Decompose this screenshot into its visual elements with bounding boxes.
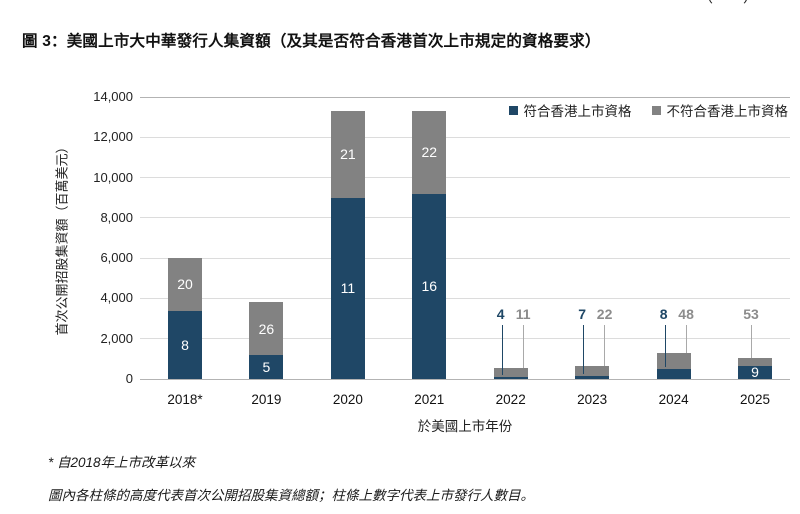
callout-count-label-qualified: 7 [578,306,586,322]
leader-line-not-qualified [751,325,752,358]
gridline [140,96,790,98]
bar-segment-not-qualified [249,302,284,355]
y-tick-label: 10,000 [93,169,133,185]
bar-count-label-not-qualified: 20 [177,276,193,293]
gridline [140,217,790,219]
x-tick-label: 2024 [658,392,689,407]
x-tick-label: 2022 [495,392,526,407]
callout-count-label-not-qualified: 53 [743,306,759,322]
gridline [140,177,790,179]
bar-segment-qualified [168,310,202,379]
bar-segment-not-qualified [330,111,365,198]
footnote-reform-note: * 自2018年上市改革以來 [48,455,196,470]
callout-count-label-not-qualified: 11 [515,306,531,322]
bar-segment-qualified [412,193,447,379]
bar-count-label-not-qualified: 26 [258,320,275,337]
gridline [140,136,790,138]
legend-label-qualified: 符合香港上市資格 [523,104,632,119]
y-axis-title: 首次公開招股集資額（百萬美元） [54,140,70,336]
bar-count-label-not-qualified: 21 [340,146,356,163]
leader-line-not-qualified [523,325,524,368]
bar-segment-qualified [249,354,284,379]
bar-segment-not-qualified [738,357,772,366]
x-tick-label: 2023 [577,392,608,407]
bar-segment-qualified [575,375,610,379]
callout-count-label-not-qualified: 22 [596,306,613,322]
legend-item-not-qualified: 不符合香港上市資格 [651,100,789,120]
legend-swatch-qualified [508,105,518,115]
y-tick-label: 2,000 [100,330,133,346]
bar-segment-qualified [656,368,691,379]
bar-segment-not-qualified [656,352,691,369]
leader-line-not-qualified [686,325,687,353]
y-tick-label: 14,000 [93,89,133,104]
leader-line-qualified [664,325,666,367]
bar-count-label-qualified: 5 [262,358,271,375]
bar-segment-qualified [493,376,528,379]
bar-segment-qualified [738,365,772,379]
callout-count-label-not-qualified: 48 [678,306,694,322]
y-tick-label: 0 [125,371,133,386]
bar-segment-not-qualified [168,258,202,311]
footnote-description: 圖內各柱條的高度代表首次公開招股集資總額；柱條上數字代表上市發行人數目。 [48,488,534,503]
leader-line-qualified [583,325,585,374]
x-tick-label: 2021 [414,392,445,407]
bar-segment-not-qualified [575,365,610,376]
legend-item-qualified: 符合香港上市資格 [508,100,632,120]
y-tick-label: 4,000 [100,290,133,306]
x-tick-label: 2019 [251,392,282,407]
bar-count-label-qualified: 8 [181,336,189,353]
x-tick-label: 2020 [332,392,363,407]
gridline [140,257,790,259]
x-tick-label: 2025 [739,392,771,407]
legend-swatch-not-qualified [651,105,661,115]
legend-label-not-qualified: 不符合香港上市資格 [666,104,789,119]
callout-count-label-qualified: 8 [659,306,668,322]
bar-count-label-qualified: 16 [421,278,438,295]
bar-count-label-qualified: 9 [751,364,759,381]
gridline [140,378,790,380]
x-tick-label: 2018* [167,392,203,407]
legend: 符合香港上市資格 不符合香港上市資格 [508,100,789,120]
y-tick-label: 6,000 [100,250,133,266]
bar-segment-not-qualified [493,367,528,377]
bar-count-label-not-qualified: 22 [421,144,438,161]
y-tick-label: 8,000 [100,209,133,225]
gridline [140,338,790,340]
leader-line-not-qualified [604,325,605,366]
gridline [140,297,790,299]
bar-segment-not-qualified [412,111,447,194]
y-tick-label: 12,000 [93,129,133,145]
x-axis-title: 於美國上市年份 [417,419,513,434]
figure-title: 圖 3：美國上市大中華發行人集資額（及其是否符合香港首次上市規定的資格要求） [22,33,601,50]
bar-count-label-qualified: 11 [340,280,356,297]
leader-line-qualified [501,325,503,375]
callout-count-label-qualified: 4 [496,306,505,322]
bar-segment-qualified [330,197,365,379]
